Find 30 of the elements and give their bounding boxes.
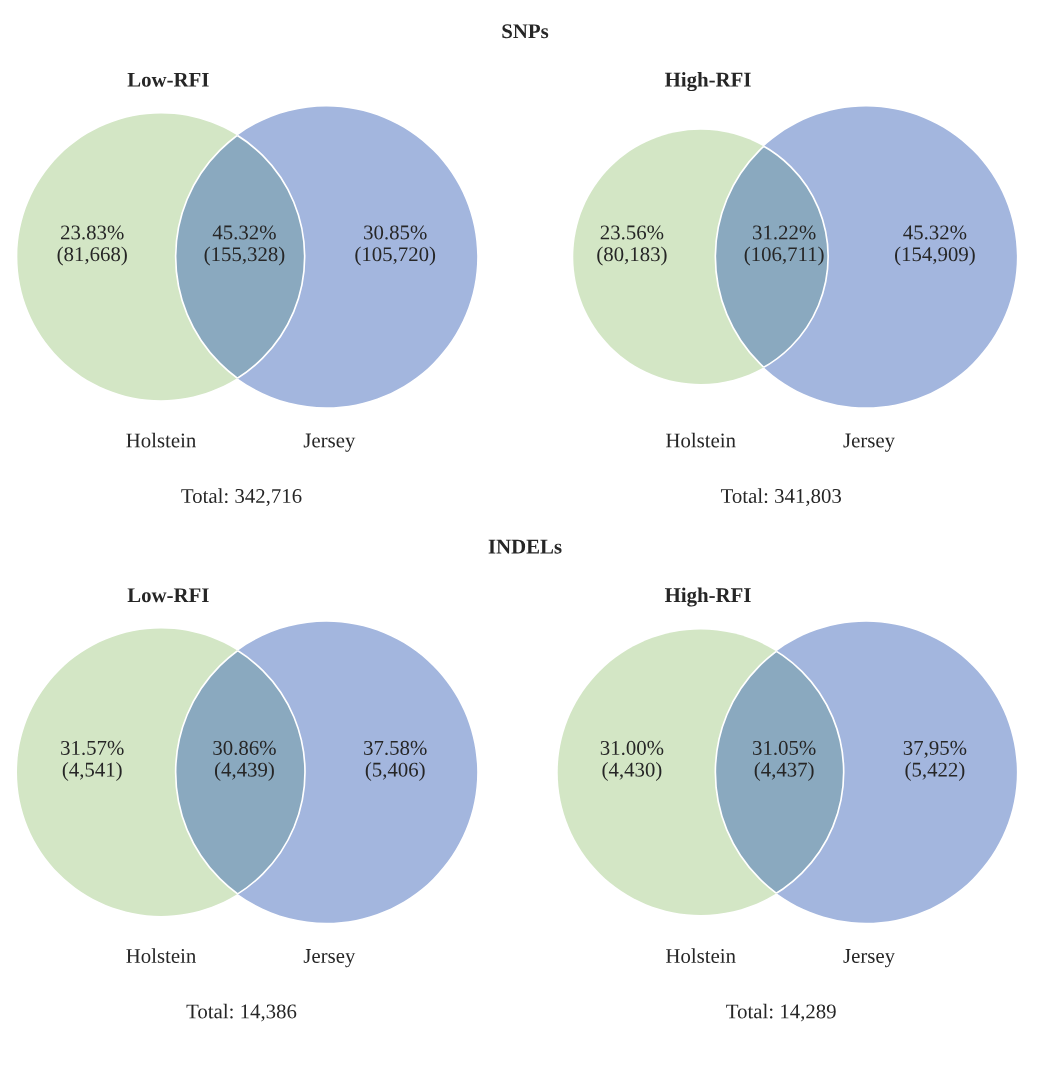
data-label: 31.57% (4,541) — [61, 740, 124, 781]
text: Low-RFI — [127, 588, 209, 603]
data-label: 37.58% (5,406) — [364, 740, 427, 781]
text: High-RFI — [664, 587, 751, 607]
text: INDELs — [488, 539, 562, 554]
category-label: Holstein — [666, 948, 736, 963]
data-label: 23.83% (81,668) — [57, 225, 127, 266]
data-label: 30.86% (4,439) — [213, 740, 276, 781]
text: High-RFI — [664, 72, 751, 92]
data-label: 31.00% (4,430) — [600, 740, 664, 781]
category-label: Jersey — [843, 433, 895, 452]
text: SNPs — [502, 24, 549, 39]
text: Total: 14,386 — [186, 1003, 297, 1022]
text: Low-RFI — [127, 72, 209, 87]
data-label: 45.32% (154,909) — [895, 225, 975, 266]
data-label: 31.22% (106,711) — [744, 225, 824, 266]
data-label: 31.05% (4,437) — [753, 740, 816, 781]
category-label: Holstein — [126, 948, 196, 963]
text: Total: 341,803 — [720, 488, 842, 507]
category-label: Jersey — [843, 949, 895, 968]
data-label: 45.32% (155,328) — [204, 225, 285, 266]
category-label: Holstein — [666, 432, 736, 448]
category-label: Jersey — [303, 433, 356, 452]
text: Total: 14,289 — [726, 1003, 836, 1022]
category-label: Holstein — [126, 432, 196, 448]
data-label: 23.56% (80,183) — [597, 225, 667, 266]
text: Total: 342,716 — [181, 488, 302, 507]
category-label: Jersey — [303, 949, 356, 968]
data-label: 30.85% (105,720) — [355, 225, 436, 266]
data-label: 37,95% (5,422) — [903, 740, 967, 781]
